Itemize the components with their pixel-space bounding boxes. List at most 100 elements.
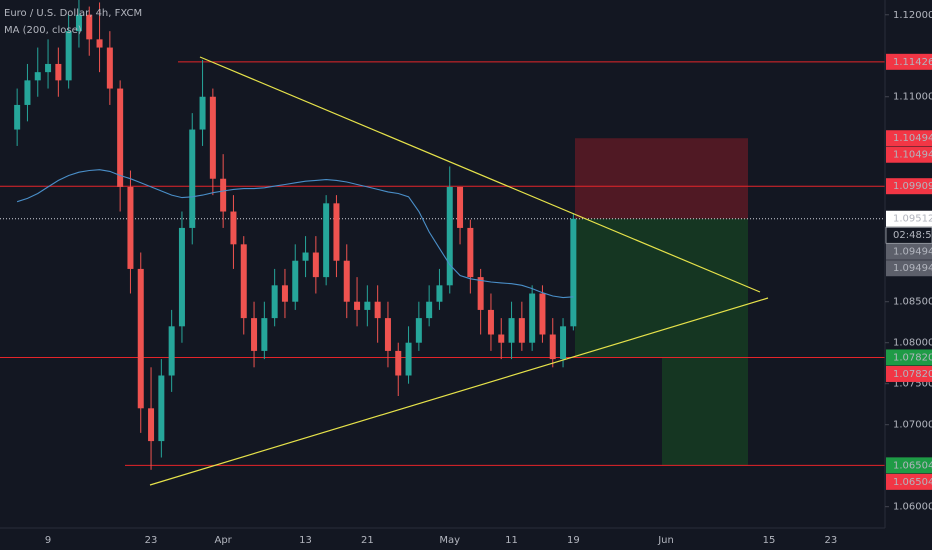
y-tick-label: 1.06000	[893, 502, 932, 513]
x-tick-label: 11	[505, 535, 518, 546]
candle-body	[271, 285, 278, 319]
candle-body	[498, 334, 505, 343]
price-marker	[886, 243, 932, 260]
price-marker-label: 1.09512	[893, 214, 932, 225]
price-marker-label: 1.10494	[893, 133, 932, 144]
candle-body	[457, 186, 464, 228]
candle-body	[230, 211, 237, 245]
price-marker	[886, 53, 932, 70]
candle-body	[189, 129, 196, 228]
candle-body	[395, 350, 402, 376]
candle-body	[426, 301, 433, 319]
candle-body	[117, 88, 124, 187]
axes: 1.12000 1.11000 1.08500 1.08000 1.07500 1.070…	[45, 10, 932, 546]
price-marker	[886, 365, 932, 382]
candle-body	[240, 244, 247, 319]
price-marker-label: 1.07820	[893, 352, 932, 363]
candle-body	[436, 285, 443, 302]
y-tick-label: 1.08000	[893, 338, 932, 349]
candle-body	[539, 293, 546, 335]
x-tick-label: May	[439, 535, 460, 546]
candle-body	[343, 260, 350, 302]
countdown-box	[885, 226, 932, 244]
candle-body	[65, 31, 72, 81]
x-tick-label: Jun	[657, 535, 674, 546]
price-marker	[886, 210, 932, 227]
candle-body	[199, 96, 206, 130]
candle-body	[384, 318, 391, 351]
candle-body	[292, 260, 299, 302]
y-tick-label: 1.12000	[893, 10, 932, 21]
position-tool	[575, 138, 748, 466]
candle-body	[323, 203, 330, 278]
price-marker	[886, 178, 932, 195]
trendline-lower	[149, 297, 769, 486]
candle-body	[14, 104, 21, 130]
chart-title: Euro / U.S. Dollar, 4h, FXCM	[4, 8, 142, 19]
candle-body	[34, 72, 41, 81]
y-tick-label: 1.07500	[893, 379, 932, 390]
candle-body	[560, 326, 567, 360]
stop-zone	[575, 138, 748, 219]
x-tick-label: Apr	[214, 535, 232, 546]
price-marker-label: 1.06504	[893, 460, 932, 471]
candle-body	[178, 227, 185, 327]
candle-body	[549, 334, 556, 360]
candle-body	[467, 227, 474, 278]
trendlines	[149, 56, 769, 486]
candle-body	[96, 39, 103, 48]
indicator-legend: MA (200, close)	[4, 25, 82, 36]
candle-body	[75, 14, 82, 32]
candle-body	[312, 252, 319, 278]
price-marker	[886, 473, 932, 490]
candle-body	[518, 318, 525, 343]
candle-body	[168, 326, 175, 376]
x-tick-label: 13	[299, 535, 312, 546]
candle-body	[45, 63, 52, 73]
ma-line	[16, 169, 574, 299]
countdown-label: 02:48:57	[893, 230, 932, 241]
price-marker-label: 1.06504	[893, 477, 932, 488]
target-zone	[662, 357, 748, 466]
price-marker-label: 1.09909	[893, 181, 932, 192]
candle-body	[446, 186, 453, 286]
candle-body	[570, 218, 577, 327]
x-tick-label: 21	[361, 535, 374, 546]
price-marker	[886, 146, 932, 163]
candle-body	[55, 63, 62, 81]
candle-body	[354, 301, 361, 310]
candle-body	[302, 252, 309, 261]
x-tick-label: 9	[45, 535, 51, 546]
candle-body	[86, 14, 93, 40]
y-tick-label: 1.08500	[893, 297, 932, 308]
candle-body	[364, 301, 371, 310]
candle-body	[281, 285, 288, 302]
candle-body	[220, 178, 227, 212]
price-marker	[886, 260, 932, 277]
x-tick-label: 23	[824, 535, 837, 546]
price-marker-label: 1.10494	[893, 150, 932, 161]
candle-body	[374, 301, 381, 319]
candle-body	[508, 318, 515, 343]
candle-body	[251, 318, 258, 351]
candle-body	[137, 268, 144, 409]
candle-body	[148, 408, 155, 442]
candle-body	[415, 318, 422, 343]
x-tick-label: 19	[567, 535, 580, 546]
price-marker	[886, 457, 932, 474]
candle-body	[209, 96, 216, 179]
candle-body	[529, 293, 536, 343]
price-marker-label: 1.07820	[893, 369, 932, 380]
candle-body	[106, 47, 113, 89]
x-tick-label: 15	[763, 535, 776, 546]
candle-body	[333, 203, 340, 261]
trendline-upper	[199, 56, 761, 293]
price-marker-label: 1.11426	[893, 57, 932, 68]
price-marker	[886, 130, 932, 147]
target-zone	[575, 218, 748, 358]
candle-body	[405, 342, 412, 376]
candle-body	[127, 186, 134, 269]
